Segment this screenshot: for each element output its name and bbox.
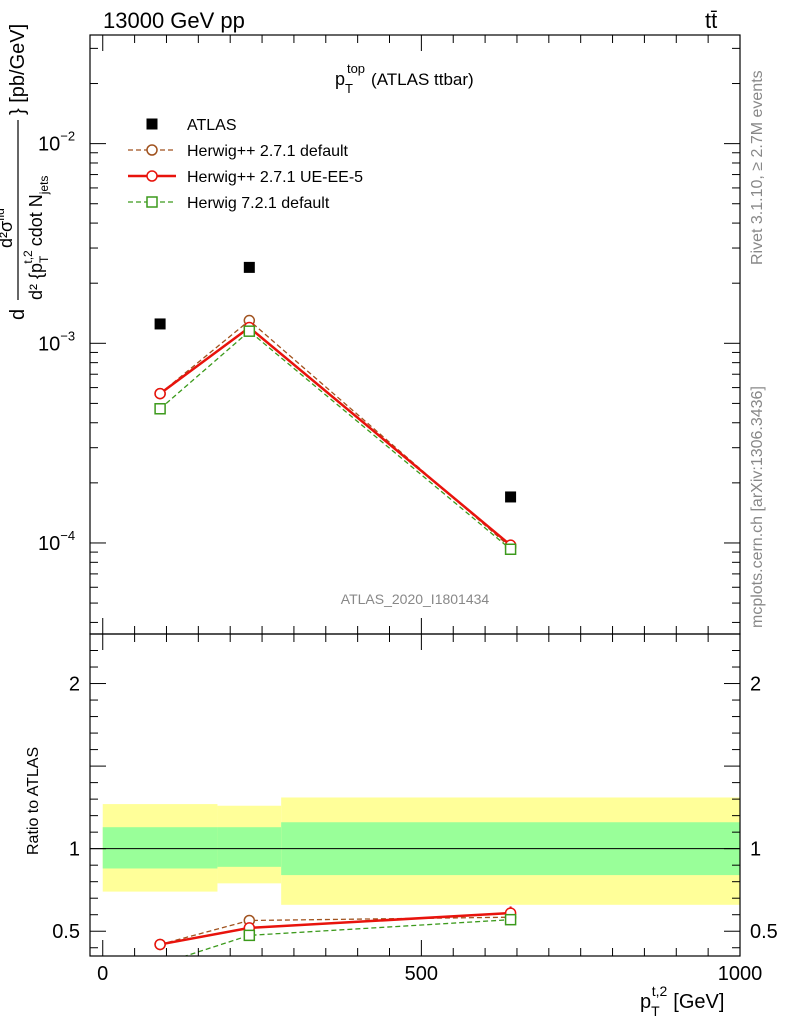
ratio-y-label-right: 1 (750, 839, 761, 861)
legend-marker-1 (146, 144, 158, 156)
data-point-s0-1 (243, 261, 255, 273)
process-label: tt̄ (705, 8, 717, 33)
plot-title: pTtop (ATLAS ttbar) (335, 61, 474, 96)
ratio-y-label-left: 2 (69, 674, 80, 696)
ratio-point-s2-0 (155, 959, 165, 969)
ratio-y-label-left: 0.5 (52, 921, 80, 943)
ratio-point-s2-1 (243, 929, 256, 942)
y-tick-label: 10−2 (38, 129, 75, 156)
ylabel-denominator: d² {pTt,2cdot Njets (21, 176, 51, 300)
data-point-s2-0 (154, 387, 166, 400)
data-point-s3-1 (243, 325, 256, 337)
legend-marker-0 (146, 118, 158, 130)
x-tick-label: 500 (405, 963, 438, 985)
band-inner-1 (217, 827, 282, 867)
watermark: ATLAS_2020_I1801434 (341, 591, 490, 607)
main-panel: 10−2 10−3 10−4 (38, 34, 741, 635)
legend-label-3: Herwig 7.2.1 default (187, 195, 330, 212)
ylabel-unit: } [pb/GeV] (7, 24, 29, 115)
ratio-line-2 (183, 919, 511, 956)
x-tick-label: 1000 (718, 963, 763, 985)
title-rest: (ATLAS ttbar) (371, 70, 474, 89)
legend-marker-2 (146, 170, 158, 182)
series-line-2 (159, 325, 512, 547)
energy-label: 13000 GeV pp (103, 8, 245, 33)
ratio-point-s1-0 (154, 938, 166, 951)
data-point-s0-2 (505, 491, 517, 503)
ratio-y-label-right: 2 (750, 674, 761, 696)
x-axis-label: pTt,2 [GeV] (640, 983, 724, 1019)
ratio-panel: 0.5 0.5 1 1 2 2 0 500 1000 (52, 633, 778, 985)
x-tick-label: 0 (97, 963, 108, 985)
legend-label-1: Herwig++ 2.7.1 default (187, 143, 349, 160)
legend-label-2: Herwig++ 2.7.1 UE-EE-5 (187, 169, 363, 186)
ratio-y-label-left: 1 (69, 839, 80, 861)
ratio-y-label-right: 0.5 (750, 921, 778, 943)
ratio-line-1 (159, 911, 511, 946)
data-point-s3-2 (504, 543, 517, 556)
data-point-s3-0 (154, 403, 166, 415)
ratio-point-s2-2 (504, 913, 517, 926)
rivet-label: Rivet 3.1.10, ≥ 2.7M events (749, 70, 766, 265)
legend-label-0: ATLAS (187, 117, 237, 134)
main-ylabel: d d²σfid d² {pTt,2cdot Njets } [pb/GeV] (0, 24, 51, 320)
title-main: p (335, 69, 345, 89)
mcplots-label: mcplots.cern.ch [arXiv:1306.3436] (749, 386, 766, 628)
band-inner-0 (102, 827, 218, 869)
ratio-series (154, 906, 517, 969)
title-sub: T (345, 81, 353, 96)
ylabel-prefix: d (7, 309, 29, 320)
legend-marker-3 (146, 196, 158, 208)
y-tick-label: 10−4 (38, 528, 75, 555)
y-tick-label: 10−3 (38, 328, 75, 355)
title-sup: top (347, 61, 365, 76)
ylabel-numerator: d²σfid (0, 208, 16, 248)
data-point-s0-0 (154, 318, 166, 330)
legend: ATLAS Herwig++ 2.7.1 default Herwig++ 2.7.… (128, 117, 363, 212)
ratio-frame (89, 633, 741, 957)
ratio-ylabel: Ratio to ATLAS (25, 747, 42, 855)
series-line-3 (159, 330, 512, 550)
